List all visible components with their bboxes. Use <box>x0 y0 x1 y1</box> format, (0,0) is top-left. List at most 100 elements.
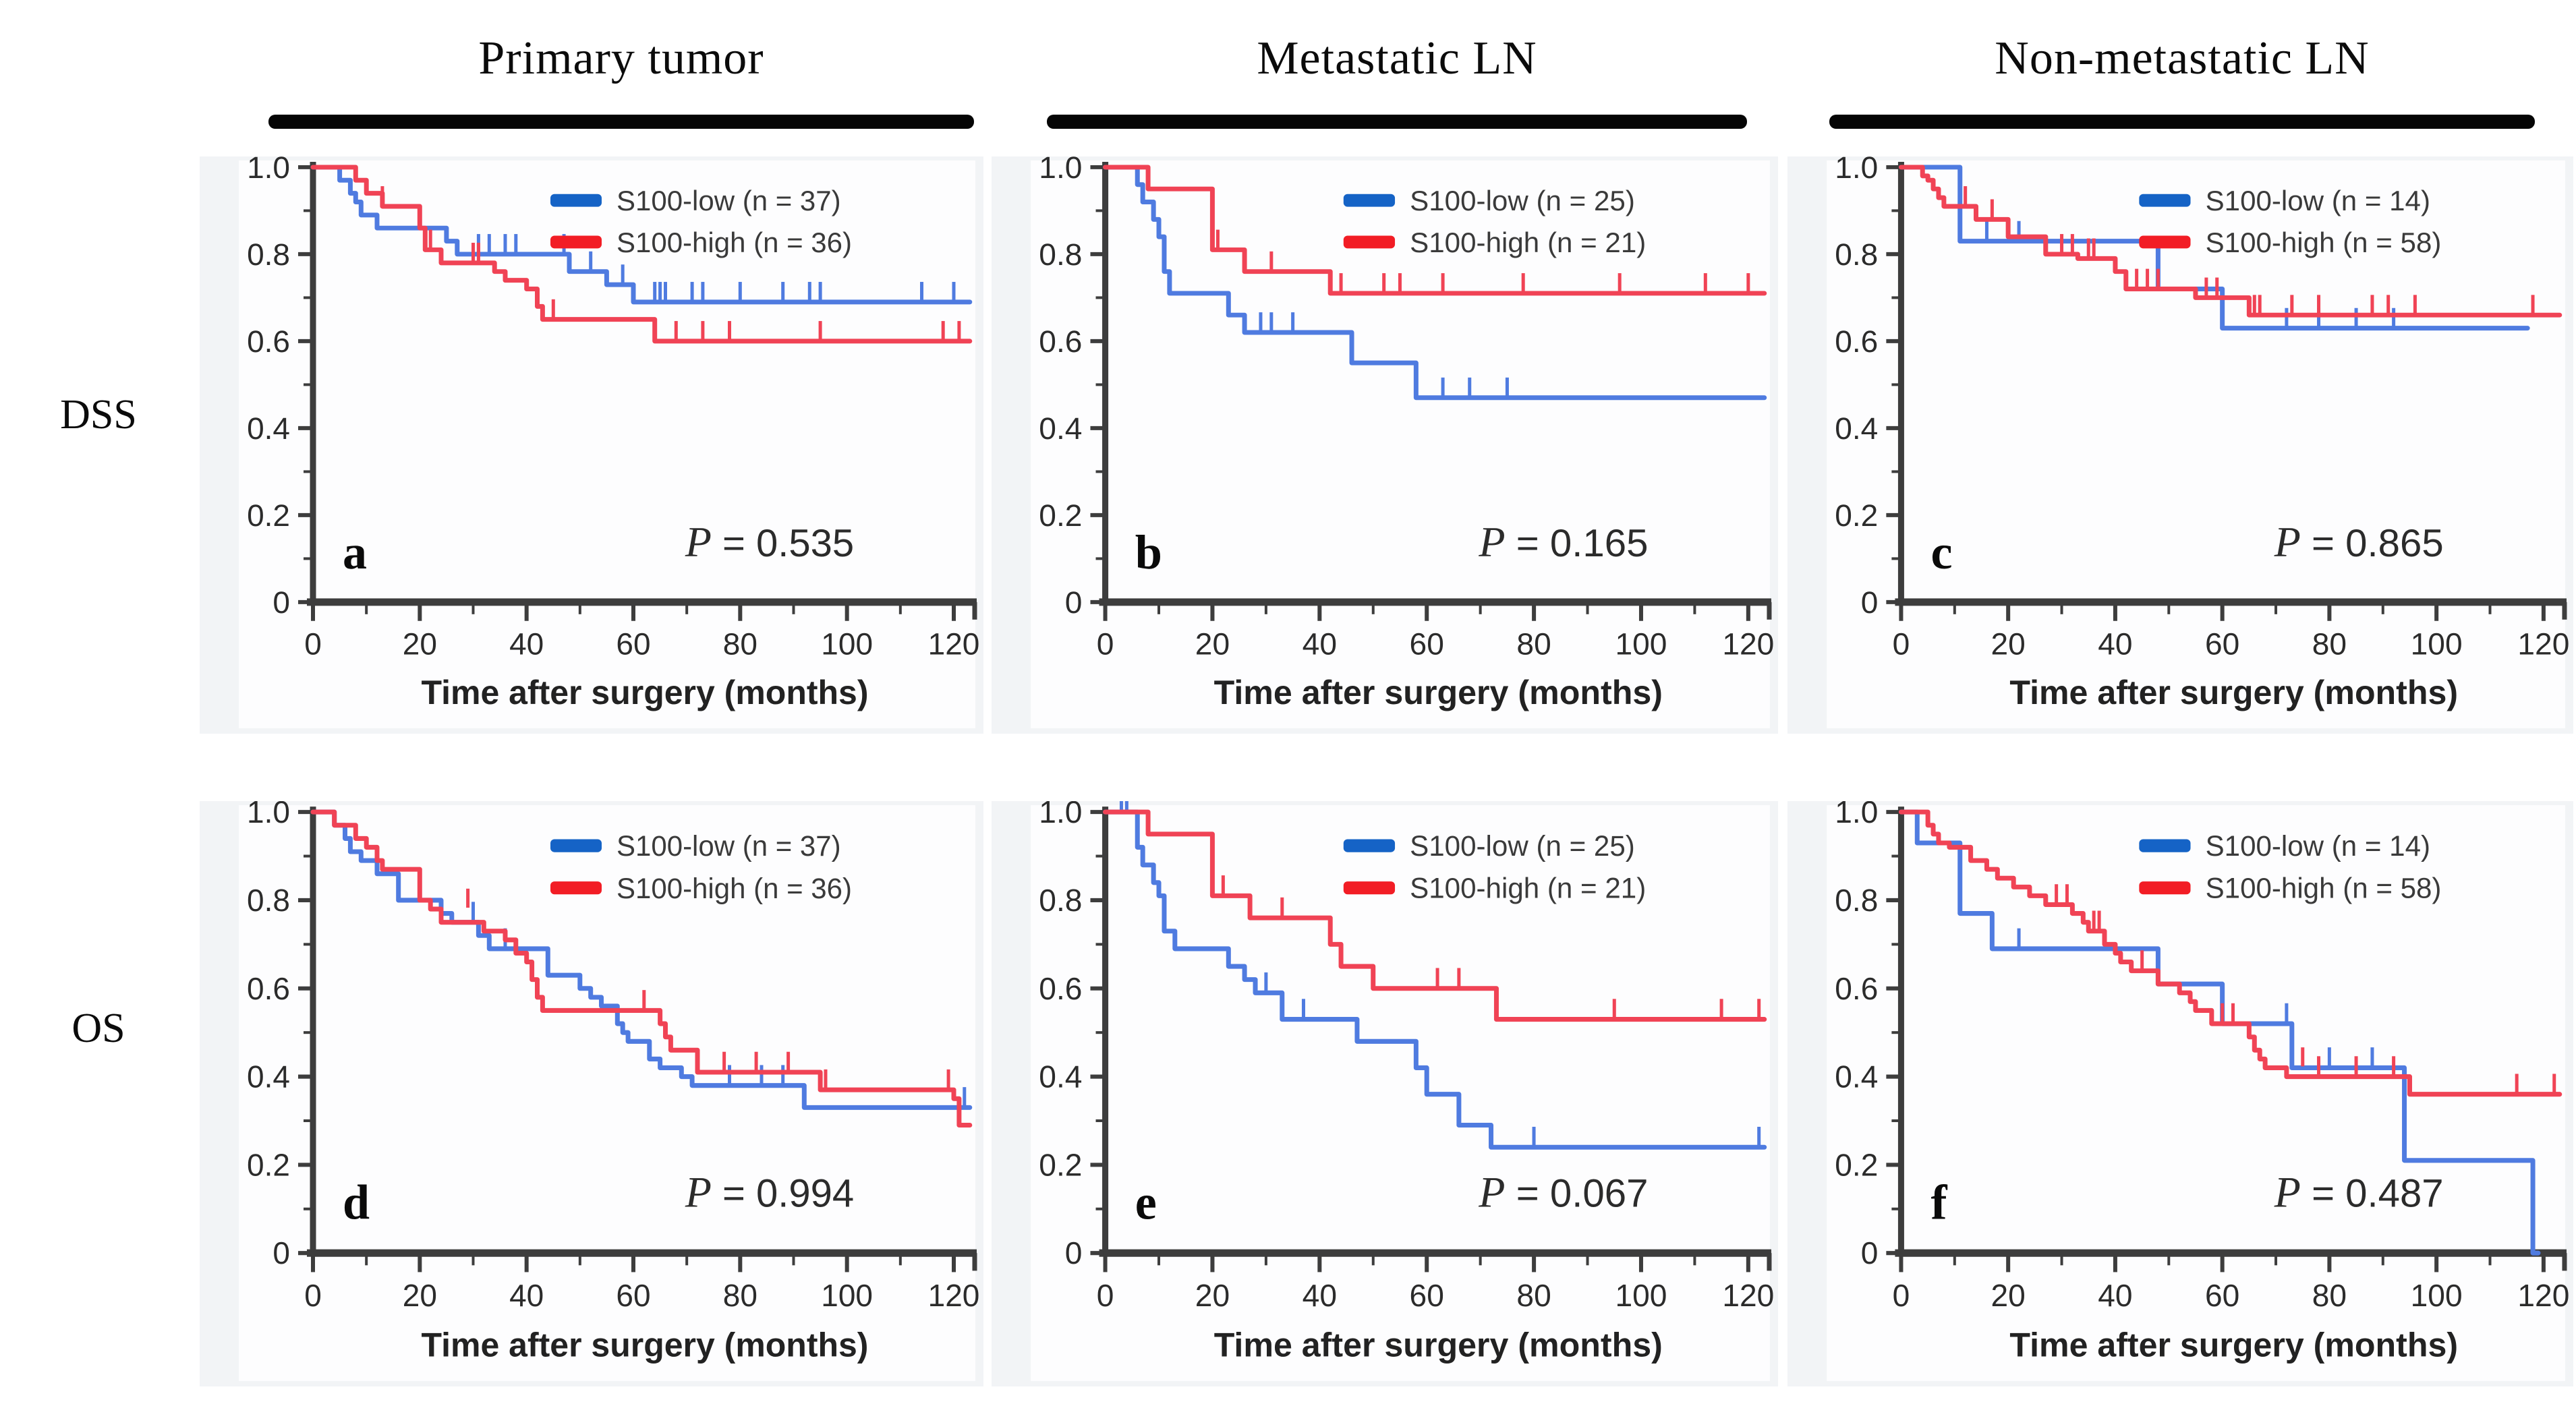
y-tick-label: 0.6 <box>1835 971 1878 1006</box>
y-tick-label: 0 <box>1861 1235 1879 1270</box>
panel-d-os-primary-tumor: 1.0 0.8 0.6 0.4 0.2 0 0 20 40 60 80 100 120 Time afte… <box>200 801 983 1386</box>
y-tick-label: 0.4 <box>1039 1059 1082 1094</box>
censor-ticks-s100-high <box>380 186 961 340</box>
x-tick-label: 80 <box>2312 626 2347 662</box>
panel-letter: c <box>1931 525 1953 579</box>
legend-swatch-s100-low <box>1343 194 1396 207</box>
legend-swatch-s100-low <box>2139 839 2191 852</box>
x-tick-label: 60 <box>2205 1278 2239 1313</box>
curve-s100-low <box>310 165 973 305</box>
curve-s100-low <box>1103 809 1767 1150</box>
y-tick-label: 0.2 <box>1835 498 1878 533</box>
curve-s100-low <box>310 809 973 1110</box>
y-tick-label: 0.8 <box>1835 237 1878 272</box>
axes: 1.0 0.8 0.6 0.4 0.2 00 20 40 60 80 100 120 Time afte… <box>1039 156 1774 711</box>
plot-area <box>239 160 975 729</box>
plot-area <box>1031 160 1770 729</box>
axes: 1.0 0.8 0.6 0.4 0.2 00 20 40 60 80 100 120 Time afte… <box>247 156 979 711</box>
row-label-os: OS <box>71 1005 125 1051</box>
y-tick-label: 0 <box>273 1235 290 1270</box>
x-tick-label: 100 <box>2411 1278 2463 1313</box>
x-tick-label: 20 <box>1991 626 2026 662</box>
legend-swatch-s100-high <box>2139 235 2191 249</box>
y-tick-label: 0 <box>273 585 290 620</box>
panel-c-dss-non-metastatic-ln: 1.0 0.8 0.6 0.4 0.2 0 0 20 40 60 80 100 120 Time afte… <box>1787 156 2573 734</box>
x-tick-label: 20 <box>1195 626 1230 662</box>
censor-ticks-s100-high <box>2055 884 2556 1093</box>
legend: S100-low (n = 14) S100-high (n = 58) <box>2139 185 2441 258</box>
legend-label-s100-high: S100-high (n = 36) <box>617 873 852 904</box>
curve-s100-high <box>1103 809 1767 1022</box>
km-chart-a: 1.0 0.8 0.6 0.4 0.2 00 20 40 60 80 100 120 Time afte… <box>239 156 979 729</box>
legend-label-s100-low: S100-low (n = 37) <box>617 830 841 862</box>
x-tick-label: 60 <box>2205 626 2239 662</box>
x-tick-label: 100 <box>821 626 873 662</box>
x-tick-label: 40 <box>2098 1278 2132 1313</box>
x-tick-label: 80 <box>1516 1278 1551 1313</box>
censor-ticks-s100-low <box>2017 928 2374 1067</box>
y-tick-label: 0.4 <box>247 1059 290 1094</box>
x-tick-label: 20 <box>1195 1278 1230 1313</box>
x-axis-title: Time after surgery (months) <box>2009 1325 2458 1364</box>
legend-swatch-s100-high <box>1343 235 1396 249</box>
legend-swatch-s100-low <box>2139 194 2191 207</box>
x-axis-title: Time after surgery (months) <box>1214 674 1663 711</box>
censor-ticks-s100-high <box>1215 229 1750 292</box>
x-tick-label: 60 <box>1410 626 1444 662</box>
panel-letter: b <box>1135 525 1162 579</box>
x-axis-title: Time after surgery (months) <box>2009 674 2458 711</box>
x-tick-label: 100 <box>2411 626 2463 662</box>
x-axis-title: Time after surgery (months) <box>422 1326 869 1364</box>
legend: S100-low (n = 25) S100-high (n = 21) <box>1343 185 1646 258</box>
curve-s100-high <box>310 165 973 344</box>
y-tick-label: 0.4 <box>1835 411 1878 446</box>
y-tick-label: 0.2 <box>247 1147 290 1182</box>
legend-swatch-s100-low <box>550 194 602 207</box>
legend-label-s100-high: S100-high (n = 58) <box>2206 873 2442 904</box>
legend-label-s100-low: S100-low (n = 14) <box>2206 830 2430 862</box>
x-tick-label: 80 <box>723 1278 757 1313</box>
censor-ticks-s100-high <box>466 888 950 1089</box>
x-tick-label: 120 <box>1722 1278 1774 1313</box>
panel-letter: a <box>343 525 367 579</box>
x-tick-label: 0 <box>1893 626 1910 662</box>
header-underline-bar-2 <box>1047 115 1747 129</box>
curve-s100-low <box>1898 809 2541 1256</box>
x-tick-label: 0 <box>1893 1278 1910 1313</box>
curve-s100-high <box>1103 165 1767 296</box>
x-tick-label: 120 <box>1722 626 1774 662</box>
y-tick-label: 1.0 <box>1039 156 1082 185</box>
x-tick-label: 0 <box>304 1278 322 1313</box>
censor-ticks-s100-low <box>1119 801 1761 1146</box>
y-tick-label: 0.6 <box>1835 324 1878 359</box>
legend-swatch-s100-low <box>1343 839 1396 852</box>
x-tick-label: 60 <box>616 1278 650 1313</box>
y-tick-label: 1.0 <box>247 156 290 185</box>
legend: S100-low (n = 37) S100-high (n = 36) <box>550 185 852 258</box>
y-tick-label: 0.2 <box>1039 1147 1082 1182</box>
y-tick-label: 1.0 <box>247 801 290 829</box>
x-tick-label: 20 <box>403 626 437 662</box>
x-tick-label: 80 <box>2312 1278 2347 1313</box>
legend-label-s100-high: S100-high (n = 58) <box>2206 227 2442 258</box>
x-tick-label: 20 <box>403 1278 437 1313</box>
y-tick-label: 0.6 <box>247 324 290 359</box>
p-value: P = 0.535 <box>685 518 854 566</box>
x-tick-label: 80 <box>1516 626 1551 662</box>
y-tick-label: 0.8 <box>1039 883 1082 918</box>
x-tick-label: 120 <box>928 626 980 662</box>
plot-area <box>239 805 975 1381</box>
p-value: P = 0.865 <box>2274 518 2444 566</box>
x-tick-label: 120 <box>2517 626 2569 662</box>
legend-label-s100-high: S100-high (n = 36) <box>617 227 852 258</box>
column-header-non-metastatic-ln: Non-metastatic LN <box>1995 32 2370 84</box>
panel-e-os-metastatic-ln: 1.0 0.8 0.6 0.4 0.2 0 0 20 40 60 80 100 120 Time afte… <box>992 801 1778 1386</box>
legend-swatch-s100-high <box>2139 881 2191 895</box>
p-value: P = 0.487 <box>2274 1168 2444 1216</box>
km-chart-c: 1.0 0.8 0.6 0.4 0.2 00 20 40 60 80 100 120 Time afte… <box>1827 156 2569 729</box>
panel-letter: d <box>343 1175 370 1229</box>
p-value: P = 0.067 <box>1478 1168 1648 1216</box>
header-underline-bar-1 <box>268 115 974 129</box>
curve-s100-high <box>1898 165 2563 318</box>
x-tick-label: 40 <box>2098 626 2132 662</box>
